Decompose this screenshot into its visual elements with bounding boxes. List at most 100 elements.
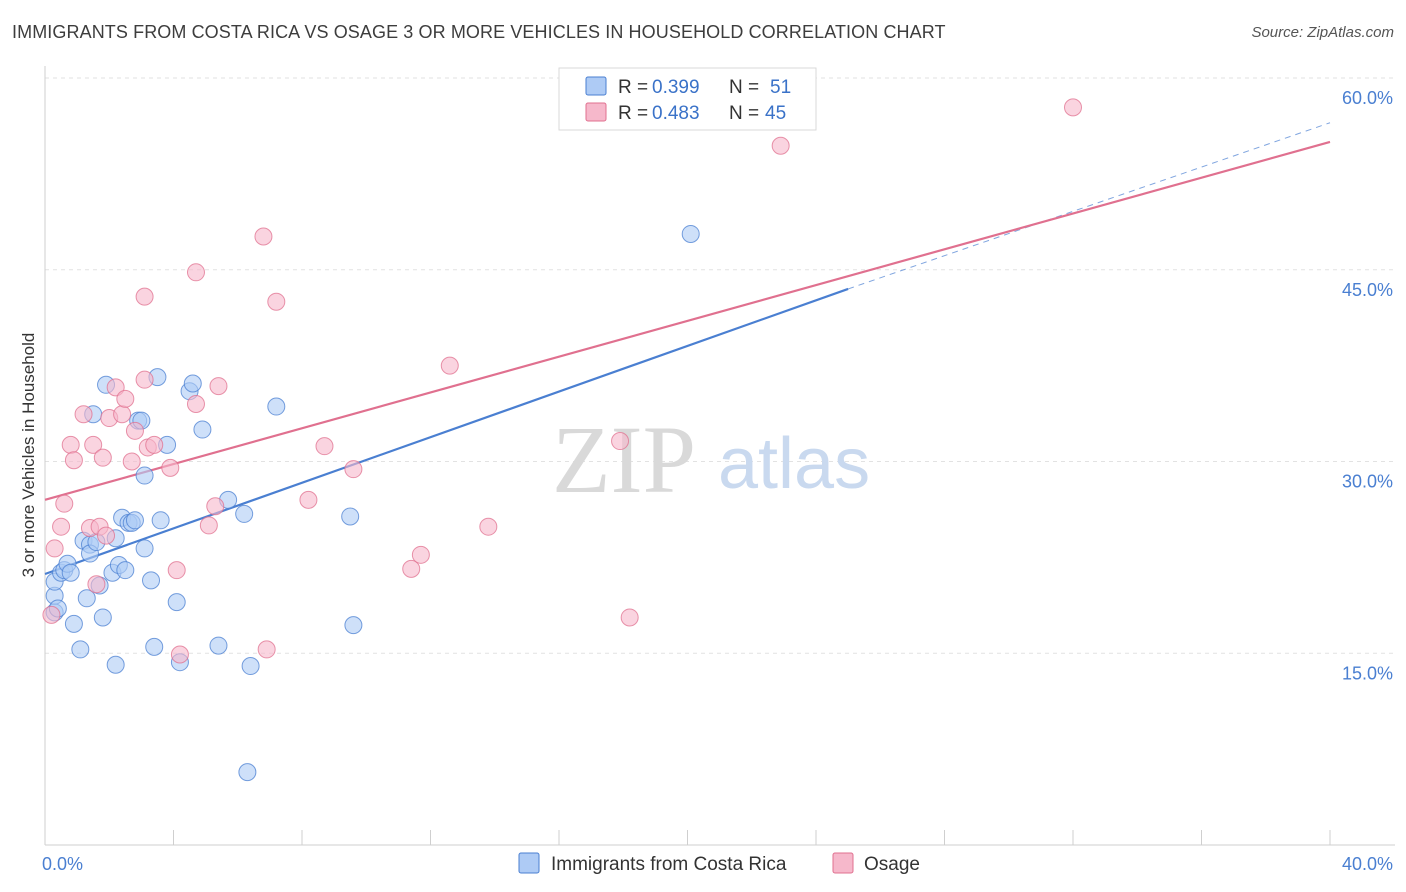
osage-point-27 bbox=[186, 394, 205, 413]
axes bbox=[44, 66, 1395, 846]
trendlines bbox=[44, 122, 1331, 576]
y-tick-label-1: 30.0% bbox=[1342, 472, 1393, 492]
series-legend: Immigrants from Costa Rica Osage bbox=[518, 852, 920, 875]
osage-point-23 bbox=[161, 458, 180, 477]
osage-point-15 bbox=[113, 405, 132, 424]
osage-point-39 bbox=[440, 356, 459, 375]
legend-n-value-1: 45 bbox=[765, 103, 786, 124]
osage-point-28 bbox=[199, 516, 218, 535]
osage-point-9 bbox=[87, 575, 106, 594]
costa-rica-point-25 bbox=[125, 511, 144, 530]
costa-rica-point-39 bbox=[209, 636, 228, 655]
costa-rica-point-19 bbox=[106, 655, 125, 674]
costa-rica-point-47 bbox=[681, 224, 700, 243]
osage-point-40 bbox=[479, 517, 498, 536]
costa-rica-point-42 bbox=[241, 657, 260, 676]
costa-rica-point-43 bbox=[238, 763, 257, 782]
costa-rica-point-27 bbox=[135, 466, 154, 485]
costa-rica-point-34 bbox=[167, 593, 186, 612]
osage-point-19 bbox=[135, 370, 154, 389]
osage-point-12 bbox=[97, 526, 116, 545]
osage-point-25 bbox=[170, 645, 189, 664]
data-points bbox=[42, 98, 1082, 782]
costa-rica-point-46 bbox=[344, 616, 363, 635]
osage-point-0 bbox=[42, 605, 61, 624]
stats-legend: R = 0.399 N = 51 R = 0.483 N = 45 bbox=[558, 67, 817, 131]
costa-rica-point-44 bbox=[267, 397, 286, 416]
legend-n-label-1: N = bbox=[729, 103, 759, 124]
bottom-legend-osage: Osage bbox=[864, 854, 920, 875]
y-tick-label-0: 15.0% bbox=[1342, 663, 1393, 683]
costa-rica-point-37 bbox=[183, 374, 202, 393]
costa-rica-trendline bbox=[44, 287, 849, 576]
osage-point-34 bbox=[299, 490, 318, 509]
legend-n-label-0: N = bbox=[729, 77, 759, 98]
osage-point-2 bbox=[52, 517, 71, 536]
bottom-swatch-costa-rica bbox=[518, 852, 540, 874]
osage-point-24 bbox=[167, 561, 186, 580]
osage-point-26 bbox=[186, 263, 205, 282]
osage-point-37 bbox=[402, 559, 421, 578]
osage-point-43 bbox=[771, 136, 790, 155]
osage-point-31 bbox=[254, 227, 273, 246]
osage-point-44 bbox=[1064, 98, 1082, 117]
osage-trendline bbox=[44, 140, 1331, 501]
osage-point-38 bbox=[411, 545, 430, 564]
osage-point-1 bbox=[45, 539, 64, 558]
osage-point-4 bbox=[61, 435, 80, 454]
watermark-atlas: atlas bbox=[718, 424, 870, 504]
osage-point-30 bbox=[209, 377, 228, 396]
osage-point-5 bbox=[64, 451, 83, 470]
x-tick-labels: 0.0% 40.0% bbox=[42, 854, 1393, 874]
watermark: ZIP atlas bbox=[552, 406, 870, 513]
costa-rica-point-45 bbox=[341, 507, 360, 526]
osage-point-11 bbox=[93, 448, 112, 467]
osage-point-20 bbox=[135, 287, 154, 306]
osage-point-41 bbox=[611, 432, 630, 451]
costa-rica-point-22 bbox=[116, 561, 135, 580]
costa-rica-point-38 bbox=[193, 420, 212, 439]
costa-rica-point-8 bbox=[71, 640, 90, 659]
y-tick-label-2: 45.0% bbox=[1342, 280, 1393, 300]
gridlines bbox=[45, 77, 1395, 654]
costa-rica-point-28 bbox=[135, 539, 154, 558]
osage-point-33 bbox=[267, 292, 286, 311]
costa-rica-point-29 bbox=[142, 571, 161, 590]
legend-r-value-0: 0.399 bbox=[652, 77, 700, 98]
osage-point-17 bbox=[122, 452, 141, 471]
legend-swatch-osage bbox=[585, 102, 607, 122]
x-tick-label-0: 0.0% bbox=[42, 854, 83, 874]
legend-n-value-0: 51 bbox=[770, 77, 791, 98]
osage-point-22 bbox=[145, 435, 164, 454]
osage-point-36 bbox=[344, 460, 363, 479]
osage-point-32 bbox=[257, 640, 276, 659]
osage-point-42 bbox=[620, 608, 639, 627]
y-tick-label-3: 60.0% bbox=[1342, 88, 1393, 108]
x-tick-label-1: 40.0% bbox=[1342, 854, 1393, 874]
legend-swatch-costa-rica bbox=[585, 76, 607, 96]
bottom-legend-costa-rica: Immigrants from Costa Rica bbox=[551, 854, 787, 875]
costa-rica-point-30 bbox=[145, 637, 164, 656]
osage-point-8 bbox=[84, 435, 103, 454]
costa-rica-point-41 bbox=[235, 504, 254, 523]
y-axis-label: 3 or more Vehicles in Household bbox=[19, 333, 38, 578]
legend-r-label-1: R = bbox=[618, 103, 648, 124]
costa-rica-point-7 bbox=[64, 614, 83, 633]
chart-title: IMMIGRANTS FROM COSTA RICA VS OSAGE 3 OR… bbox=[12, 22, 946, 42]
costa-rica-point-6 bbox=[61, 563, 80, 582]
costa-rica-point-10 bbox=[77, 589, 96, 608]
osage-point-3 bbox=[55, 494, 74, 513]
osage-point-35 bbox=[315, 437, 334, 456]
osage-point-6 bbox=[74, 405, 93, 424]
legend-r-label-0: R = bbox=[618, 77, 648, 98]
watermark-zip: ZIP bbox=[552, 406, 696, 513]
bottom-swatch-osage bbox=[832, 852, 854, 874]
osage-point-18 bbox=[125, 421, 144, 440]
source-credit: Source: ZipAtlas.com bbox=[1251, 24, 1394, 41]
y-tick-labels: 15.0% 30.0% 45.0% 60.0% bbox=[1342, 88, 1393, 683]
legend-r-value-1: 0.483 bbox=[652, 103, 700, 124]
osage-point-29 bbox=[206, 497, 225, 516]
costa-rica-point-16 bbox=[93, 608, 112, 627]
costa-rica-point-32 bbox=[151, 511, 170, 530]
osage-point-16 bbox=[116, 389, 135, 408]
